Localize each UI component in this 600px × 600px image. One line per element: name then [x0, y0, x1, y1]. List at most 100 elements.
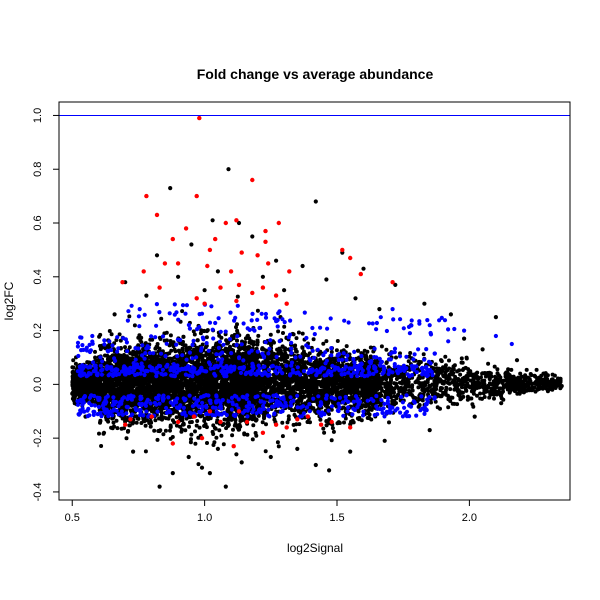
black-point [221, 442, 226, 447]
black-point [280, 420, 285, 425]
black-point [155, 437, 160, 442]
black-point [356, 409, 361, 414]
black-point [318, 417, 323, 422]
black-point [162, 415, 167, 420]
black-point [150, 337, 155, 342]
black-point [178, 341, 183, 346]
black-point [211, 423, 216, 428]
black-point [433, 362, 438, 367]
black-point [251, 342, 256, 347]
black-point [429, 400, 433, 405]
black-point [230, 433, 235, 438]
black-point [164, 338, 169, 343]
black-point [281, 331, 285, 335]
black-point [461, 380, 465, 385]
black-point [368, 345, 373, 350]
black-point [179, 429, 184, 434]
black-point [163, 428, 168, 433]
black-point [192, 332, 197, 337]
black-point [394, 381, 399, 386]
black-point [504, 382, 509, 387]
black-point [464, 355, 469, 360]
black-point [158, 337, 163, 341]
black-point [459, 360, 464, 365]
black-point [152, 428, 157, 433]
black-point [291, 332, 296, 337]
black-point [422, 387, 427, 392]
black-point [306, 353, 310, 358]
black-point [446, 393, 450, 398]
black-point [447, 358, 451, 363]
black-point [321, 426, 326, 431]
black-point [261, 360, 266, 365]
black-point [383, 384, 388, 389]
black-point [224, 417, 229, 422]
black-point [153, 418, 158, 423]
black-point [280, 434, 285, 439]
black-point [272, 340, 276, 345]
black-point [450, 401, 455, 406]
black-point [392, 394, 397, 399]
black-point [322, 430, 327, 435]
black-point [196, 462, 201, 467]
black-point [301, 349, 306, 354]
data-points [70, 115, 564, 489]
black-point [524, 367, 529, 372]
black-point [449, 395, 454, 400]
black-point [174, 423, 179, 428]
black-point [211, 432, 216, 436]
black-point [446, 405, 451, 410]
black-point [305, 419, 310, 424]
black-point [492, 396, 496, 401]
black-point [487, 395, 492, 400]
black-point [161, 432, 166, 437]
black-point [438, 370, 443, 375]
black-point [532, 373, 537, 378]
black-point [533, 389, 538, 394]
black-point [183, 428, 188, 433]
black-point [435, 366, 440, 371]
black-point [321, 341, 326, 346]
black-point [408, 351, 413, 355]
black-point [212, 440, 217, 445]
black-point [442, 379, 447, 384]
black-point [98, 332, 103, 337]
black-point [93, 355, 98, 360]
black-point [476, 376, 481, 381]
black-point [329, 350, 334, 354]
black-point [217, 428, 222, 433]
black-point [97, 431, 101, 436]
black-point [294, 336, 299, 341]
black-point [518, 371, 523, 376]
black-point [219, 433, 224, 438]
black-point [193, 441, 198, 446]
black-point [459, 356, 464, 361]
black-point [253, 418, 258, 423]
black-point [394, 355, 398, 360]
black-point [286, 414, 291, 419]
chart-title: Fold change vs average abundance [197, 66, 434, 82]
black-point [448, 399, 453, 403]
black-point [311, 337, 316, 342]
black-point [534, 367, 539, 372]
black-point [251, 423, 256, 428]
black-point [291, 422, 296, 427]
black-point [367, 412, 372, 417]
black-point [379, 344, 384, 349]
black-point [143, 449, 148, 454]
black-point [452, 387, 457, 392]
black-point [242, 432, 247, 437]
black-point [200, 353, 205, 358]
black-point [328, 359, 333, 364]
black-point [202, 418, 207, 423]
black-point [245, 432, 250, 437]
black-point [497, 386, 502, 391]
black-point [449, 369, 454, 374]
black-point [114, 418, 119, 423]
black-point [234, 325, 238, 330]
black-point [262, 386, 267, 391]
black-point [194, 423, 199, 428]
black-point [172, 420, 177, 425]
black-point [296, 400, 300, 405]
